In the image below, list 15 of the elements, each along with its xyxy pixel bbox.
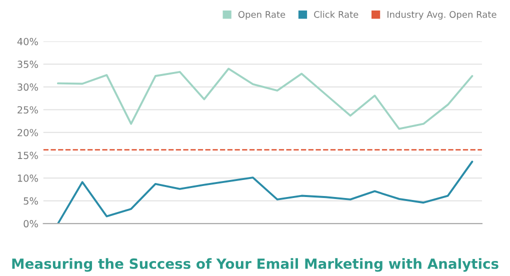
- y-tick-label: 5%: [24, 197, 38, 205]
- y-tick-label: 20%: [18, 128, 38, 136]
- y-tick-label: 40%: [17, 38, 38, 46]
- y-tick-label: 15%: [18, 152, 38, 160]
- line-series: [56, 68, 474, 130]
- line-series: [56, 160, 474, 224]
- y-tick-label: 30%: [18, 83, 38, 91]
- legend-label: Open Rate: [238, 11, 286, 20]
- y-tick-label: 0%: [24, 220, 38, 228]
- legend-label: Industry Avg. Open Rate: [388, 10, 496, 20]
- y-tick-label: 35%: [18, 60, 38, 68]
- text: Measuring the Success of Your Email Marketing with Analytics: [12, 258, 498, 272]
- y-tick-label: 10%: [18, 174, 38, 182]
- y-tick-label: 25%: [18, 106, 38, 114]
- legend-label: Click Rate: [314, 10, 358, 18]
